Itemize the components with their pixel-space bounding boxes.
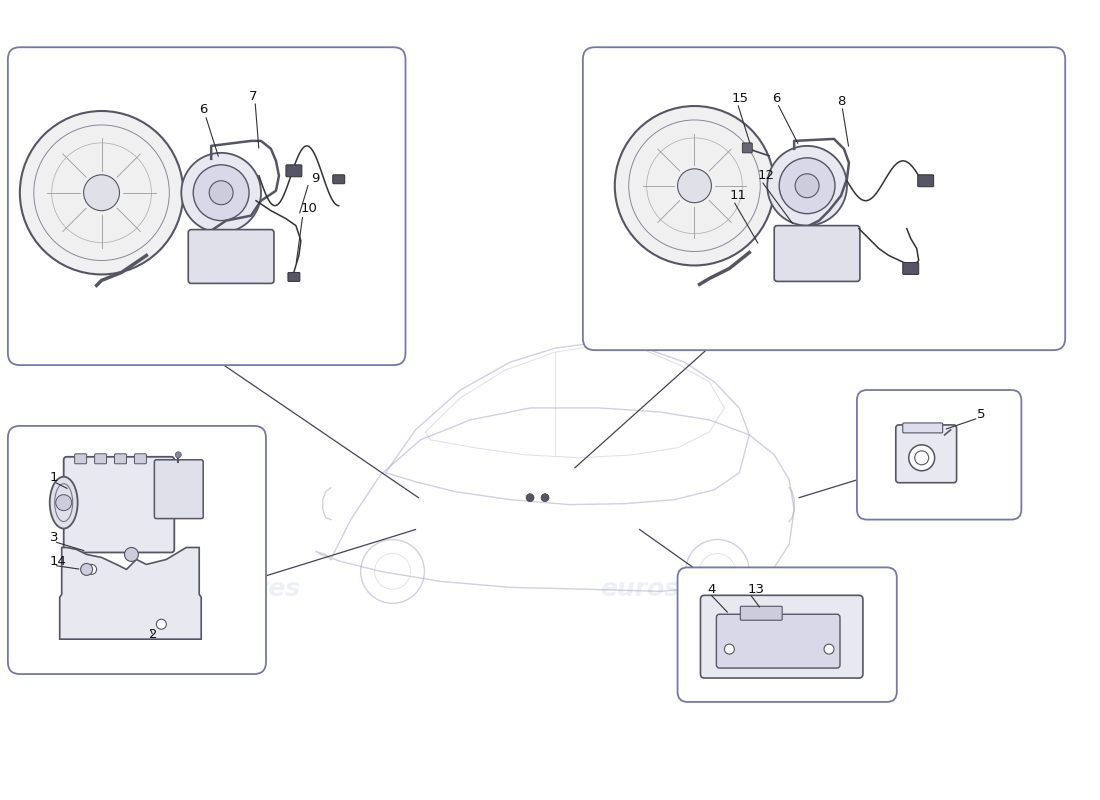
FancyBboxPatch shape	[903, 423, 943, 433]
FancyBboxPatch shape	[716, 614, 840, 668]
Text: 1: 1	[50, 471, 58, 484]
Text: 4: 4	[707, 583, 716, 596]
FancyBboxPatch shape	[134, 454, 146, 464]
FancyBboxPatch shape	[917, 174, 934, 186]
Circle shape	[526, 494, 535, 502]
Circle shape	[80, 563, 92, 575]
FancyBboxPatch shape	[678, 567, 896, 702]
Circle shape	[20, 111, 184, 274]
Text: 6: 6	[772, 91, 781, 105]
Circle shape	[909, 445, 935, 470]
Text: 10: 10	[301, 202, 318, 215]
Text: 13: 13	[747, 583, 764, 596]
Circle shape	[725, 644, 735, 654]
Text: 15: 15	[732, 91, 748, 105]
FancyBboxPatch shape	[895, 425, 957, 482]
Circle shape	[87, 565, 97, 574]
Circle shape	[194, 165, 249, 221]
Ellipse shape	[50, 477, 78, 529]
FancyBboxPatch shape	[286, 165, 301, 177]
FancyBboxPatch shape	[114, 454, 126, 464]
Circle shape	[767, 146, 847, 226]
FancyBboxPatch shape	[333, 174, 344, 184]
FancyBboxPatch shape	[857, 390, 1022, 519]
Text: 2: 2	[150, 628, 158, 641]
Circle shape	[84, 174, 120, 210]
FancyBboxPatch shape	[154, 460, 204, 518]
Circle shape	[824, 644, 834, 654]
Circle shape	[124, 547, 139, 562]
Text: eurospares: eurospares	[142, 578, 300, 602]
FancyBboxPatch shape	[288, 273, 300, 282]
FancyBboxPatch shape	[774, 226, 860, 282]
FancyBboxPatch shape	[903, 262, 918, 274]
Circle shape	[678, 169, 712, 202]
Text: eurospares: eurospares	[601, 578, 759, 602]
Text: 5: 5	[977, 409, 985, 422]
Text: 11: 11	[729, 190, 747, 202]
Text: 3: 3	[50, 531, 58, 544]
FancyBboxPatch shape	[701, 595, 862, 678]
Circle shape	[56, 494, 72, 510]
Text: 8: 8	[837, 94, 846, 107]
Text: 7: 7	[249, 90, 257, 102]
FancyBboxPatch shape	[188, 230, 274, 283]
Circle shape	[795, 174, 820, 198]
Circle shape	[779, 158, 835, 214]
FancyBboxPatch shape	[95, 454, 107, 464]
FancyBboxPatch shape	[740, 606, 782, 620]
Polygon shape	[59, 547, 201, 639]
FancyBboxPatch shape	[742, 143, 752, 153]
Text: 14: 14	[50, 555, 67, 568]
FancyBboxPatch shape	[8, 47, 406, 365]
Circle shape	[175, 452, 182, 458]
FancyBboxPatch shape	[75, 454, 87, 464]
Circle shape	[615, 106, 774, 266]
FancyBboxPatch shape	[583, 47, 1065, 350]
Circle shape	[209, 181, 233, 205]
Circle shape	[182, 153, 261, 233]
FancyBboxPatch shape	[64, 457, 174, 553]
Circle shape	[541, 494, 549, 502]
FancyBboxPatch shape	[8, 426, 266, 674]
Text: 6: 6	[199, 102, 208, 115]
Text: 9: 9	[311, 172, 319, 186]
Circle shape	[156, 619, 166, 630]
Text: 12: 12	[757, 170, 774, 182]
